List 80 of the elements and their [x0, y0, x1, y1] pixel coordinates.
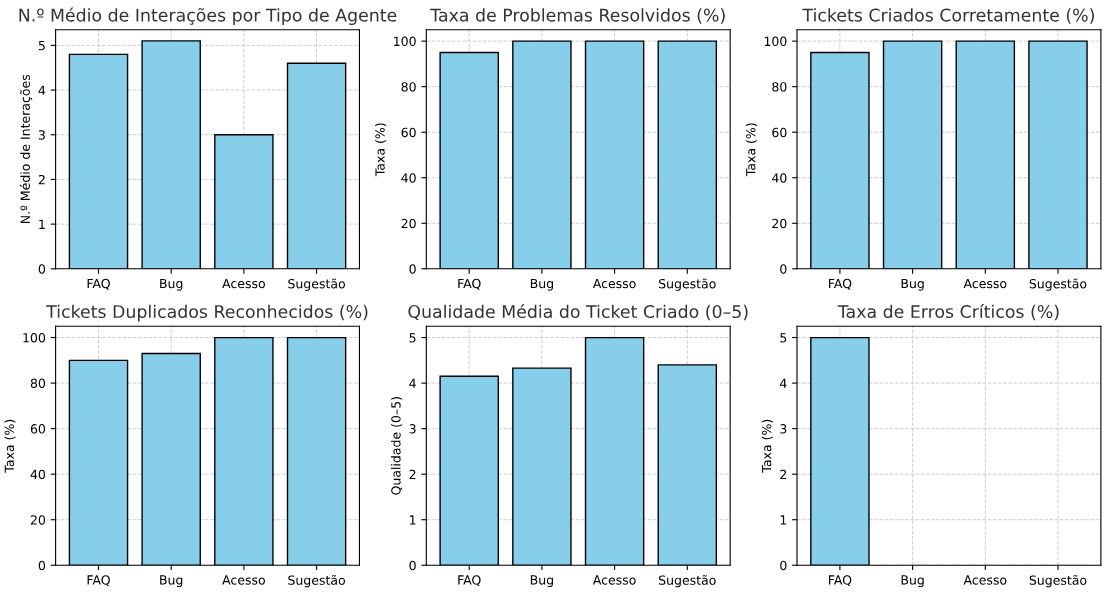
x-tick-label: Acesso — [222, 575, 265, 585]
y-tick-label: 60 — [401, 127, 416, 138]
y-tick-label: 3 — [409, 424, 416, 434]
y-tick-label: 4 — [38, 85, 46, 95]
x-tick-label: Sugestão — [288, 574, 345, 588]
x-tick-label: FAQ — [829, 575, 852, 587]
y-tick-label: 60 — [30, 424, 46, 434]
y-tick-label: 1 — [780, 515, 787, 525]
y-tick-label: 0 — [38, 560, 46, 571]
y-tick-label: 20 — [401, 218, 416, 229]
x-tick-label: FAQ — [458, 575, 481, 587]
y-tick-label: 1 — [410, 515, 416, 525]
bar — [584, 336, 645, 566]
x-tick-label: Bug — [160, 575, 183, 588]
x-tick-label: FAQ — [458, 278, 481, 290]
x-tick-label: Acesso — [963, 278, 1007, 289]
y-tick-label: 80 — [772, 82, 787, 92]
y-tick-label: 5 — [409, 333, 416, 343]
y-axis-title: N.º Médio de Interações — [19, 74, 33, 224]
y-tick-label: 40 — [30, 469, 46, 480]
bar — [512, 367, 572, 566]
y-axis-title: Taxa (%) — [761, 419, 773, 473]
x-tick-label: Acesso — [963, 575, 1007, 585]
x-tick-label: Sugestão — [288, 278, 345, 291]
x-tick-label: Bug — [530, 278, 553, 291]
y-tick-label: 40 — [772, 173, 787, 183]
y-tick-label: 2 — [409, 469, 416, 479]
y-tick-label: 60 — [772, 127, 787, 138]
x-tick-label: Sugestão — [1029, 278, 1087, 291]
chart-title: Tickets Criados Corretamente (%) — [802, 8, 1094, 24]
x-tick-label: Sugestão — [1029, 574, 1087, 588]
bar — [439, 375, 499, 566]
y-tick-label: 5 — [780, 333, 787, 343]
x-tick-label: Bug — [901, 278, 924, 291]
bar — [141, 352, 201, 566]
chart-title: Taxa de Problemas Resolvidos (%) — [430, 8, 725, 24]
y-tick-label: 80 — [401, 82, 416, 92]
bar — [68, 359, 129, 566]
x-tick-label: Acesso — [222, 278, 265, 289]
x-tick-label: Sugestão — [659, 278, 716, 291]
bar — [214, 336, 274, 566]
x-tick-label: FAQ — [87, 278, 110, 290]
x-tick-label: FAQ — [829, 278, 852, 290]
y-tick-label: 20 — [30, 515, 46, 525]
y-tick-label: 2 — [38, 174, 45, 185]
y-tick-label: 0 — [780, 560, 787, 571]
y-tick-label: 80 — [30, 378, 46, 389]
y-axis-title: Taxa (%) — [375, 123, 387, 177]
y-axis-title: Taxa (%) — [4, 419, 16, 473]
bar — [286, 336, 347, 566]
x-tick-label: Bug — [160, 278, 183, 291]
y-tick-label: 0 — [38, 264, 46, 274]
x-tick-label: Acesso — [592, 575, 636, 585]
x-tick-label: Bug — [901, 575, 924, 588]
y-tick-label: 100 — [394, 36, 416, 47]
x-tick-label: Sugestão — [659, 574, 716, 588]
y-tick-label: 5 — [38, 41, 45, 51]
y-tick-label: 3 — [38, 130, 45, 140]
y-tick-label: 100 — [764, 36, 787, 47]
y-tick-label: 3 — [780, 424, 787, 434]
y-tick-label: 2 — [780, 469, 787, 479]
y-tick-label: 0 — [780, 264, 787, 274]
y-tick-label: 20 — [772, 218, 787, 229]
y-tick-label: 100 — [23, 333, 46, 343]
y-axis-title: Qualidade (0–5) — [390, 397, 403, 495]
y-tick-label: 4 — [409, 378, 416, 388]
bar — [657, 364, 718, 566]
x-tick-label: Acesso — [592, 278, 636, 289]
y-tick-label: 0 — [409, 264, 416, 274]
x-tick-label: Bug — [530, 575, 553, 588]
y-axis-title: Taxa (%) — [745, 123, 757, 177]
chart-title: Qualidade Média do Ticket Criado (0–5) — [408, 303, 748, 321]
chart-title: Taxa de Erros Críticos (%) — [837, 303, 1059, 321]
y-tick-label: 4 — [779, 378, 787, 388]
chart-title: N.º Médio de Interações por Tipo de Agente — [19, 7, 397, 26]
y-tick-label: 40 — [401, 173, 416, 183]
y-tick-label: 1 — [39, 219, 45, 229]
y-tick-label: 0 — [409, 560, 416, 571]
x-tick-label: FAQ — [87, 575, 110, 587]
chart-title: Tickets Duplicados Reconhecidos (%) — [46, 304, 368, 322]
